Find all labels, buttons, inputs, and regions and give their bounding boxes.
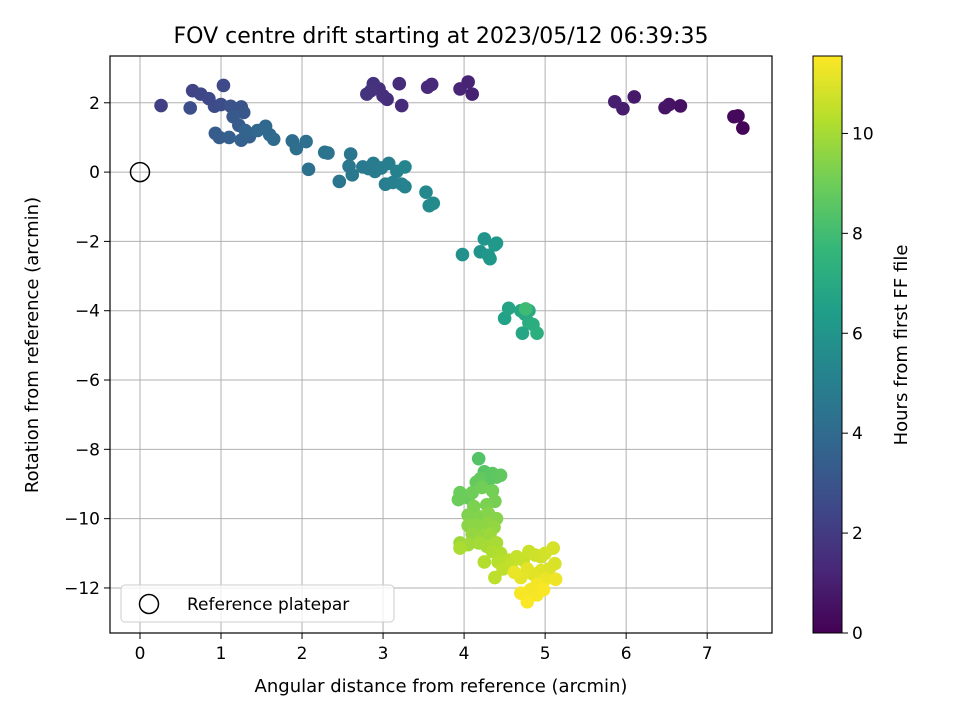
x-tick-label: 2 [297, 644, 308, 664]
colorbar-tick-label: 8 [852, 224, 863, 244]
x-tick-label: 4 [459, 644, 470, 664]
chart-title: FOV centre drift starting at 2023/05/12 … [174, 24, 709, 49]
data-point [493, 468, 508, 483]
data-point [501, 301, 516, 316]
y-tick-label: 0 [89, 163, 100, 183]
grid [110, 56, 772, 633]
data-point [222, 130, 236, 145]
data-point [658, 100, 672, 115]
legend-box [120, 584, 395, 623]
data-point [548, 572, 563, 587]
x-tick-label: 3 [378, 644, 389, 664]
data-point [507, 565, 522, 580]
data-point [488, 570, 502, 585]
data-point [627, 90, 642, 104]
data-point [394, 98, 409, 113]
data-point [426, 196, 441, 211]
y-axis-label: Rotation from reference (arcmin) [22, 197, 43, 493]
data-point [477, 555, 492, 569]
data-point [345, 168, 360, 182]
data-point [301, 162, 316, 177]
data-point [392, 76, 407, 91]
data-point [477, 232, 492, 246]
data-point [419, 185, 433, 199]
y-tick-label: −10 [64, 510, 100, 530]
data-point [212, 130, 227, 145]
x-axis-label: Angular distance from reference (arcmin) [255, 676, 628, 697]
data-point [343, 147, 358, 161]
legend-marker-reference [138, 593, 160, 615]
data-point [489, 236, 504, 250]
data-point [332, 174, 347, 189]
data-point [299, 134, 313, 149]
colorbar-gradient [812, 55, 843, 634]
y-tick-label: 2 [89, 94, 100, 114]
data-point [236, 105, 251, 120]
data-point [475, 480, 489, 495]
data-point [536, 582, 551, 597]
data-point [223, 99, 238, 114]
data-point [289, 141, 304, 156]
data-point [530, 326, 544, 341]
colorbar-tick-label: 10 [852, 124, 874, 144]
data-point [238, 123, 253, 138]
data-point [471, 451, 486, 466]
data-point [398, 160, 412, 174]
data-point [520, 595, 535, 609]
colorbar-tick-label: 4 [852, 424, 863, 444]
x-axis-ticks: 0 1 2 3 4 5 6 7 [135, 633, 713, 664]
x-tick-label: 0 [135, 644, 146, 664]
y-tick-label: −4 [75, 302, 100, 322]
plot-frame [109, 55, 773, 634]
colorbar-ticks: 0 2 4 6 8 10 [842, 124, 874, 644]
data-point [673, 99, 688, 113]
colorbar-tick-label: 6 [852, 324, 863, 344]
y-tick-label: −6 [75, 371, 100, 391]
data-point [465, 87, 479, 101]
data-point [483, 251, 497, 266]
data-point [455, 247, 470, 262]
legend: Reference platepar [120, 584, 395, 623]
data-point [360, 87, 374, 101]
data-point [485, 484, 500, 498]
data-points [129, 75, 750, 609]
data-point [608, 94, 622, 109]
y-axis-ticks: 2 0 −2 −4 −6 −8 −10 −12 [64, 94, 110, 599]
y-tick-label: −8 [75, 440, 100, 460]
data-point [420, 80, 435, 94]
reference-point-marker [129, 161, 151, 183]
data-point [518, 302, 533, 316]
data-point [727, 109, 741, 124]
data-point [461, 508, 475, 522]
x-tick-label: 6 [621, 644, 632, 664]
data-point [154, 98, 168, 113]
legend-label-reference: Reference platepar [187, 595, 349, 615]
data-point [515, 326, 530, 341]
data-point [451, 492, 466, 507]
x-tick-label: 7 [702, 644, 713, 664]
y-tick-label: −2 [75, 232, 100, 252]
data-point [266, 132, 281, 146]
data-point [398, 179, 412, 194]
colorbar-tick-label: 0 [852, 624, 863, 644]
data-point [183, 101, 198, 115]
data-point [453, 82, 467, 96]
colorbar-tick-label: 2 [852, 524, 863, 544]
data-point [216, 78, 231, 93]
data-point [321, 146, 335, 160]
y-tick-label: −12 [64, 579, 100, 599]
colorbar-label: Hours from first FF file [891, 245, 912, 446]
data-point [736, 121, 750, 135]
x-tick-label: 1 [216, 644, 227, 664]
data-point [453, 541, 467, 555]
x-tick-label: 5 [540, 644, 551, 664]
colorbar: 0 2 4 6 8 10 Hours from first FF file [812, 55, 912, 644]
data-point [546, 541, 561, 555]
